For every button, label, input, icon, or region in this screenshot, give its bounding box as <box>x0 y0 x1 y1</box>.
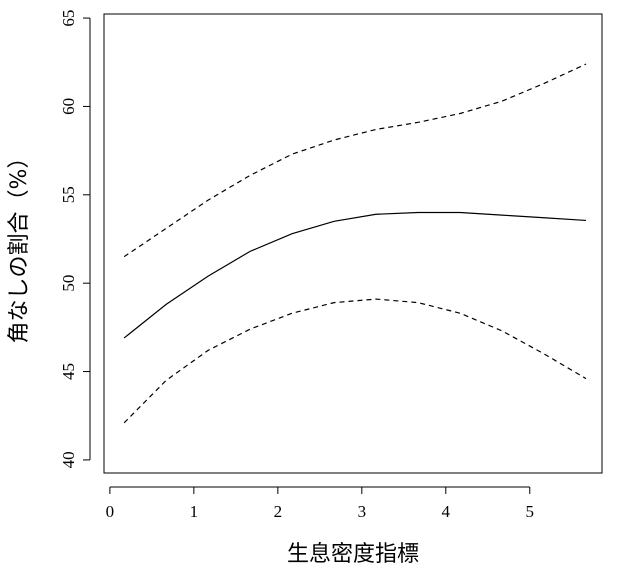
y-tick-label: 50 <box>59 275 78 292</box>
x-tick-label: 5 <box>526 502 535 521</box>
line <box>123 211 587 339</box>
y-tick-label: 65 <box>59 10 78 27</box>
x-tick-label: 0 <box>106 502 115 521</box>
y-axis-label: 角なしの割合（%） <box>7 147 32 344</box>
line <box>123 63 587 258</box>
x-tick-label: 3 <box>358 502 367 521</box>
x-tick-label: 4 <box>442 502 451 521</box>
x-tick-label: 1 <box>190 502 199 521</box>
plot-box <box>103 13 603 474</box>
x-axis-label: 生息密度指標 <box>287 542 419 567</box>
x-tick-label: 2 <box>274 502 283 521</box>
y-tick-label: 40 <box>59 451 78 468</box>
y-tick-label: 45 <box>59 363 78 380</box>
y-tick-label: 55 <box>59 186 78 203</box>
line <box>123 298 587 424</box>
y-tick-label: 60 <box>59 98 78 115</box>
